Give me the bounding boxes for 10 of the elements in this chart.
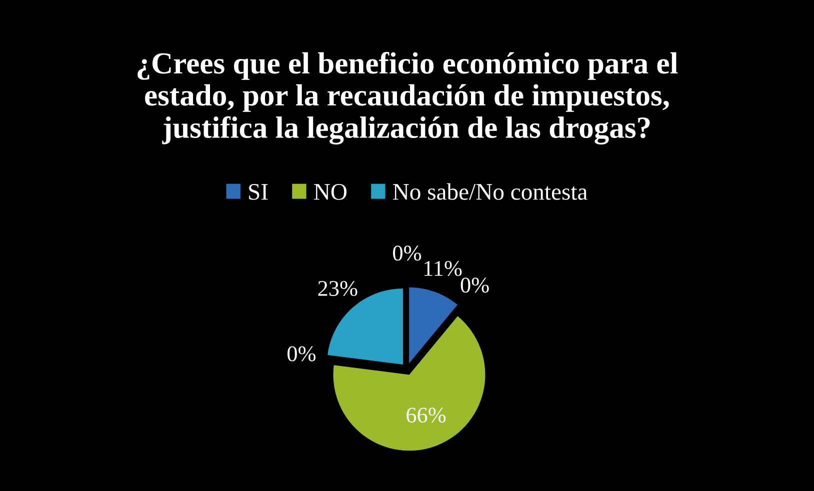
text: 0% [393,246,422,261]
text: 0% [288,346,316,362]
chart-title: ¿Crees que el beneficio económico para el estado, por la recaudación de impuestos, justifica la legalización de las drogas? [138,52,678,144]
data-label: 11% [424,260,462,276]
data-label: 66% [406,408,446,423]
legend-label: SI [249,184,268,200]
legend-label: No sabe/No contesta [393,183,588,200]
text: 0% [460,278,489,293]
legend-label: NO [314,184,346,200]
data-label: 23% [318,280,358,296]
